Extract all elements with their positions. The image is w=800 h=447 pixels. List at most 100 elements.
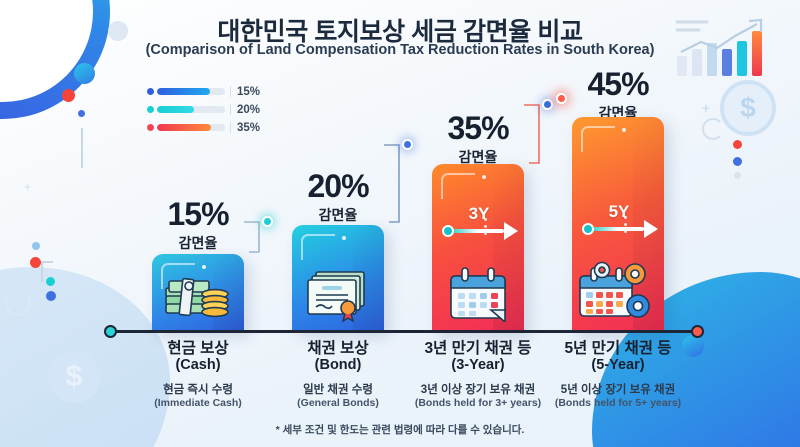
legend-separator [230, 104, 231, 115]
dollar-ghost-icon: $ [48, 351, 100, 403]
connector-dot-bond [402, 139, 413, 150]
legend-value: 35% [237, 121, 261, 134]
decor-line [41, 261, 53, 263]
percent-label: 감면율 [178, 235, 218, 251]
decor-dot [682, 335, 704, 357]
legend-fill [157, 88, 211, 95]
decor-line [41, 262, 43, 282]
category-label-cash: 현금 보상 (Cash) 현금 즉시 수령 (Immediate Cash) [109, 340, 287, 410]
timeline-knob [582, 223, 594, 235]
axis-cap-right [691, 325, 704, 338]
percent-value: 20% [307, 168, 369, 204]
category-desc-en: (Bonds held for 5+ years) [554, 396, 682, 409]
timeline-track [448, 229, 504, 233]
legend-item: 15% [147, 84, 267, 99]
axis-cap-left [104, 325, 117, 338]
category-name-ko: 3년 만기 채권 등 [424, 340, 532, 357]
bar-bond-3y[interactable]: 3Y [432, 164, 524, 332]
decor-dot [46, 291, 56, 301]
percent-value: 45% [587, 66, 649, 102]
legend-track [157, 106, 225, 113]
timeline-badge: 5Y [608, 202, 630, 221]
footnote: * 세부 조건 및 한도는 관련 법령에 따라 다를 수 있습니다. [275, 424, 525, 436]
decor-dot [733, 140, 742, 149]
decor-plus: + [24, 180, 32, 194]
legend-item: 20% [147, 102, 267, 117]
legend-fill [157, 106, 195, 113]
percent-value: 35% [447, 110, 509, 146]
connector-dot-3y [542, 99, 553, 110]
decor-dot [108, 21, 128, 41]
bar-cash[interactable] [152, 254, 244, 332]
legend-separator [230, 122, 231, 133]
timeline-5y: 5Y [582, 202, 658, 238]
category-desc-en: (Immediate Cash) [154, 396, 242, 409]
page-subtitle: (Comparison of Land Compensation Tax Red… [145, 42, 655, 58]
category-name-ko: 현금 보상 [167, 340, 229, 357]
dollar-glyph: $ [65, 360, 83, 393]
legend-dot-icon [147, 124, 154, 131]
decor-dot [733, 157, 742, 166]
legend-value: 20% [237, 103, 261, 116]
calendar-gears-icon [572, 260, 664, 322]
legend-track [157, 124, 225, 131]
connector-dot-5y [556, 93, 567, 104]
timeline-track [588, 227, 644, 231]
percent-value: 15% [167, 196, 229, 232]
legend-dot-icon [147, 88, 154, 95]
bar-corner-accent [441, 173, 475, 199]
timeline-badge: 3Y [468, 204, 490, 223]
decor-dot [30, 257, 41, 268]
money-stack-icon [152, 270, 244, 322]
bar-corner-dot [202, 265, 206, 269]
legend-value: 15% [237, 85, 261, 98]
certificate-icon [292, 268, 384, 322]
decor-dot [734, 172, 741, 179]
timeline-knob [442, 225, 454, 237]
decor-dot [62, 89, 75, 102]
bar-corner-dot [482, 175, 486, 179]
decor-plus: + [701, 100, 710, 116]
category-desc-ko: 5년 이상 장기 보유 채권 [560, 383, 676, 396]
timeline-3y: 3Y [442, 204, 518, 240]
callout-bond: 20% 감면율 [263, 170, 413, 225]
decor-line [81, 128, 83, 168]
category-desc-en: (Bonds held for 3+ years) [414, 396, 542, 409]
category-desc-ko: 일반 채권 수령 [303, 383, 373, 396]
callout-3y: 35% 감면율 [403, 112, 553, 167]
timeline-bar [582, 220, 658, 238]
decor-dot [74, 63, 95, 84]
callout-connectors [244, 104, 540, 253]
category-name-en: (5-Year) [591, 357, 645, 374]
category-label-5y: 5년 만기 채권 등 (5-Year) 5년 이상 장기 보유 채권 (Bond… [529, 340, 707, 410]
timeline-dots [484, 218, 487, 239]
bar-bond-5y[interactable]: 5Y [572, 117, 664, 332]
category-label-3y: 3년 만기 채권 등 (3-Year) 3년 이상 장기 보유 채권 (Bond… [389, 340, 567, 410]
bar-corner-dot [622, 128, 626, 132]
decor-dot [46, 277, 55, 286]
legend: 15% 20% 35% [147, 84, 267, 138]
category-desc-ko: 3년 이상 장기 보유 채권 [420, 383, 536, 396]
bar-bond[interactable] [292, 225, 384, 332]
connector-dot-cash [262, 216, 273, 227]
page-title: 대한민국 토지보상 세금 감면율 비교 [217, 18, 583, 46]
category-name-ko: 채권 보상 [307, 340, 369, 357]
legend-dot-icon [147, 106, 154, 113]
decor-ring [702, 118, 724, 140]
bar-corner-accent [301, 234, 335, 260]
legend-item: 35% [147, 120, 267, 135]
decor-dot [32, 242, 40, 250]
bar-corner-dot [342, 236, 346, 240]
timeline-dots [624, 216, 627, 237]
timeline-arrow-icon [644, 220, 658, 238]
bar-corner-accent [161, 263, 195, 289]
category-name-en: (Cash) [175, 357, 221, 374]
category-desc-ko: 현금 즉시 수령 [163, 383, 233, 396]
bar-corner-accent [581, 126, 615, 152]
category-name-en: (Bond) [314, 357, 362, 374]
percent-label: 감면율 [318, 207, 358, 223]
legend-separator [230, 86, 231, 97]
category-name-ko: 5년 만기 채권 등 [564, 340, 672, 357]
bars-layer: 3Y [152, 117, 664, 332]
timeline-bar [442, 222, 518, 240]
